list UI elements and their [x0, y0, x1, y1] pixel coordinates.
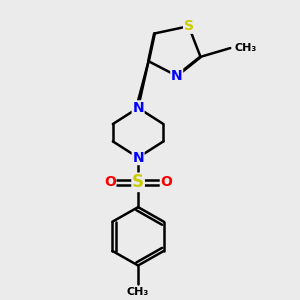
Text: N: N — [132, 101, 144, 115]
Text: O: O — [160, 175, 172, 189]
Text: S: S — [132, 173, 144, 191]
Text: CH₃: CH₃ — [127, 287, 149, 297]
Text: N: N — [132, 151, 144, 164]
Text: N: N — [171, 69, 183, 83]
Text: CH₃: CH₃ — [235, 43, 257, 53]
Text: O: O — [104, 175, 116, 189]
Text: S: S — [184, 19, 194, 33]
